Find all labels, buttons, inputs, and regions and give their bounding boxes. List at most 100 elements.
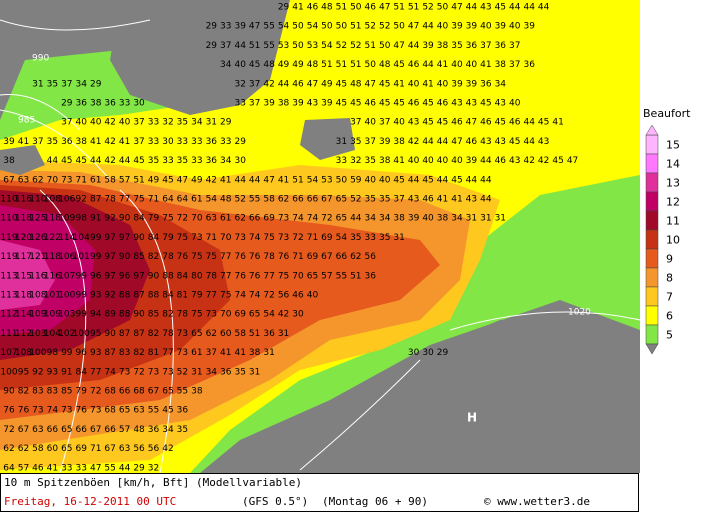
grid-value: 35 — [451, 41, 462, 51]
grid-value: 40 — [466, 60, 478, 70]
grid-value: 75 — [162, 214, 173, 224]
grid-value: 77 — [263, 271, 274, 281]
grid-value: 50 — [437, 3, 449, 13]
footer-product: 10 m Spitzenböen [km/h, Bft] (Modellvari… — [4, 476, 302, 489]
grid-value: 73 — [191, 233, 202, 243]
grid-value: 107 — [0, 348, 17, 358]
grid-value: 35 — [177, 156, 188, 166]
grid-value: 56 — [148, 444, 160, 454]
grid-value: 29 — [206, 22, 218, 32]
grid-value: 66 — [104, 425, 116, 435]
grid-value: 61 — [191, 195, 202, 205]
grid-value: 75 — [191, 252, 202, 262]
grid-value: 41 — [292, 3, 303, 13]
field-bft13 — [0, 240, 55, 310]
legend-label: 10 — [666, 234, 680, 247]
grid-value: 45 — [249, 60, 260, 70]
grid-value: 73 — [206, 310, 217, 320]
grid-value: 33 — [336, 156, 347, 166]
grid-value: 43 — [538, 137, 549, 147]
grid-value: 38 — [393, 214, 405, 224]
grid-value: 67 — [3, 175, 14, 185]
grid-value: 29 — [234, 137, 246, 147]
grid-value: 41 — [437, 195, 448, 205]
grid-value: 36 — [263, 329, 275, 339]
grid-value: 31 — [336, 137, 347, 147]
grid-value: 43 — [495, 137, 506, 147]
grid-value: 121 — [29, 252, 46, 262]
grid-value: 46 — [466, 137, 478, 147]
grid-value: 54 — [206, 195, 218, 205]
grid-value: 35 — [148, 156, 159, 166]
grid-value: 45 — [336, 99, 347, 109]
grid-value: 73 — [119, 367, 130, 377]
grid-value: 45 — [162, 406, 173, 416]
grid-value: 39 — [379, 137, 391, 147]
grid-value: 44 — [119, 463, 131, 473]
grid-value: 76 — [278, 252, 290, 262]
legend-label: 8 — [666, 272, 673, 285]
grid-value: 73 — [32, 406, 43, 416]
grid-value: 44 — [466, 175, 478, 185]
grid-value: 71 — [148, 195, 159, 205]
grid-value: 117 — [15, 252, 32, 262]
grid-value: 66 — [76, 425, 88, 435]
grid-value: 70 — [220, 233, 232, 243]
grid-value: 30 — [162, 137, 174, 147]
grid-value: 78 — [104, 195, 116, 205]
grid-value: 76 — [234, 252, 246, 262]
grid-value: 39 — [292, 99, 304, 109]
grid-value: 64 — [162, 195, 174, 205]
grid-value: 118 — [44, 252, 61, 262]
grid-value: 75 — [191, 310, 202, 320]
legend-arrow-up — [645, 124, 659, 136]
grid-value: 97 — [119, 233, 130, 243]
grid-value: 57 — [18, 463, 29, 473]
grid-value: 37 — [220, 41, 231, 51]
grid-value: 31 — [249, 367, 260, 377]
grid-value: 97 — [104, 233, 115, 243]
grid-value: 63 — [133, 406, 144, 416]
grid-value: 51 — [249, 329, 260, 339]
grid-value: 87 — [133, 291, 144, 301]
legend-swatch — [645, 153, 659, 174]
grid-value: 69 — [321, 233, 333, 243]
grid-value: 40 — [509, 22, 521, 32]
grid-value: 37 — [480, 41, 491, 51]
grid-value: 85 — [133, 252, 144, 262]
grid-value: 41 — [451, 195, 462, 205]
grid-value: 70 — [292, 271, 304, 281]
grid-value: 30 — [234, 156, 246, 166]
grid-value: 44 — [437, 175, 449, 185]
grid-value: 50 — [379, 41, 391, 51]
grid-value: 93 — [90, 348, 101, 358]
grid-value: 77 — [162, 348, 173, 358]
grid-value: 40 — [509, 99, 521, 109]
grid-value: 99 — [76, 271, 88, 281]
grid-value: 42 — [523, 156, 534, 166]
grid-value: 34 — [451, 214, 463, 224]
grid-value: 61 — [90, 175, 101, 185]
grid-value: 54 — [336, 233, 348, 243]
grid-value: 44 — [437, 137, 449, 147]
grid-value: 70 — [47, 175, 59, 185]
grid-value: 79 — [76, 387, 88, 397]
grid-value: 109 — [44, 310, 61, 320]
grid-value: 47 — [249, 22, 260, 32]
grid-value: 62 — [278, 195, 289, 205]
grid-value: 46 — [365, 99, 377, 109]
grid-value: 40 — [307, 291, 319, 301]
grid-value: 43 — [307, 99, 318, 109]
grid-value: 35 — [234, 367, 245, 377]
grid-value: 70 — [191, 214, 203, 224]
grid-value: 99 — [76, 291, 88, 301]
grid-value: 60 — [220, 329, 232, 339]
grid-value: 36 — [206, 137, 218, 147]
legend-swatch — [645, 134, 659, 155]
grid-value: 46 — [365, 3, 377, 13]
grid-value: 37 — [133, 137, 144, 147]
grid-value: 71 — [90, 444, 101, 454]
grid-value: 46 — [307, 3, 319, 13]
grid-value: 39 — [495, 22, 507, 32]
grid-value: 81 — [148, 348, 159, 358]
